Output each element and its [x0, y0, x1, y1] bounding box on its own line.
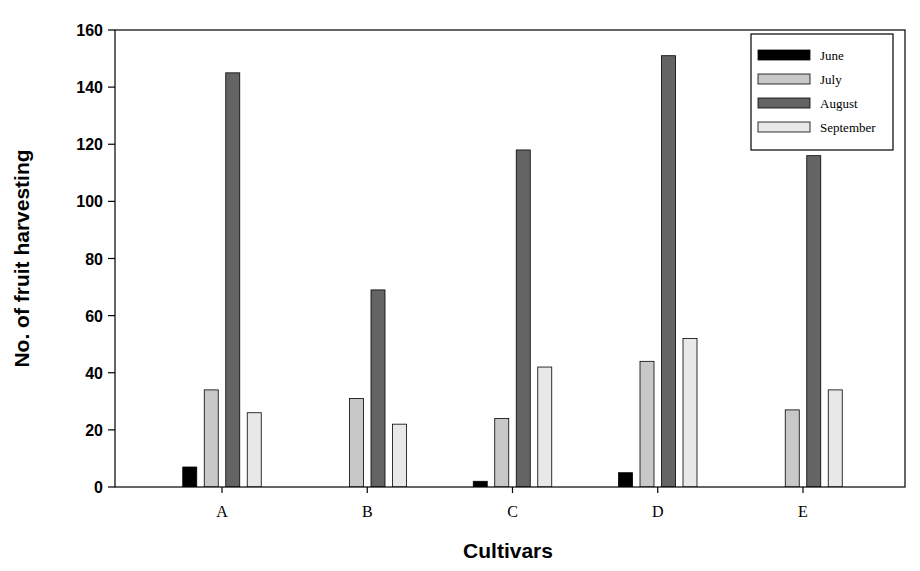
bar: [495, 418, 509, 487]
x-tick-label: B: [362, 503, 373, 520]
bar: [662, 56, 676, 487]
y-tick: [108, 486, 115, 487]
y-tick-label: 20: [85, 422, 103, 439]
x-tick-label: D: [652, 503, 664, 520]
bar: [807, 156, 821, 487]
legend-label: July: [820, 72, 842, 87]
y-tick: [108, 87, 115, 88]
y-axis-label: No. of fruit harvesting: [10, 149, 33, 367]
bar: [785, 410, 799, 487]
y-tick-label: 60: [85, 308, 103, 325]
bar: [640, 361, 654, 487]
x-tick: [657, 487, 658, 493]
y-tick-label: 120: [76, 136, 103, 153]
bar: [683, 338, 697, 487]
legend: June July August September: [751, 34, 893, 150]
legend-swatch: [758, 74, 810, 84]
legend-label: June: [820, 48, 844, 63]
bar: [226, 73, 240, 487]
x-tick: [367, 487, 368, 493]
bar: [619, 473, 633, 487]
y-tick-label: 40: [85, 365, 103, 382]
bar: [538, 367, 552, 487]
y-tick: [108, 429, 115, 430]
y-tick-label: 100: [76, 193, 103, 210]
plot-frame: [115, 30, 905, 487]
chart: 0 20 40 60 80 100 120 140 160 A B C D E Cultivars No. o…: [0, 0, 920, 571]
legend-label: August: [820, 96, 858, 111]
bar: [183, 467, 197, 487]
bars: [183, 56, 843, 487]
y-tick: [108, 258, 115, 259]
y-tick: [108, 315, 115, 316]
bar: [828, 390, 842, 487]
x-tick-label: C: [507, 503, 518, 520]
legend-box: [751, 34, 893, 150]
x-tick: [512, 487, 513, 493]
y-tick: [108, 29, 115, 30]
y-tick-label: 0: [94, 479, 103, 496]
y-tick-label: 80: [85, 251, 103, 268]
y-tick: [108, 144, 115, 145]
x-tick: [802, 487, 803, 493]
bar: [393, 424, 407, 487]
y-tick: [108, 201, 115, 202]
bar: [473, 481, 487, 487]
legend-label: September: [820, 120, 876, 135]
bar: [204, 390, 218, 487]
x-axis-label: Cultivars: [463, 539, 553, 562]
x-tick: [221, 487, 222, 493]
bar: [350, 398, 364, 487]
legend-swatch: [758, 50, 810, 60]
legend-swatch: [758, 98, 810, 108]
bar: [247, 413, 261, 487]
y-tick-label: 160: [76, 22, 103, 39]
bar: [516, 150, 530, 487]
legend-swatch: [758, 122, 810, 132]
bar: [371, 290, 385, 487]
x-tick-label: E: [798, 503, 808, 520]
y-tick: [108, 372, 115, 373]
x-tick-label: A: [216, 503, 228, 520]
y-tick-label: 140: [76, 79, 103, 96]
